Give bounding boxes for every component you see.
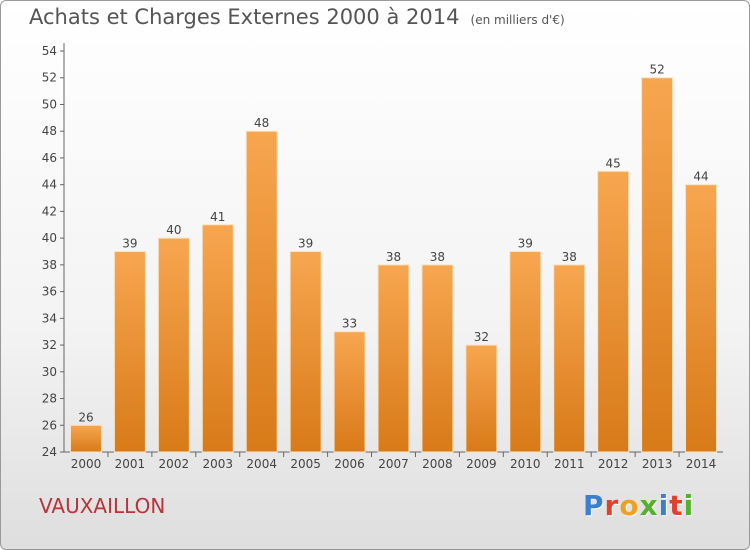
- logo-letter: x: [639, 489, 659, 522]
- x-tick-label: 2004: [246, 457, 277, 471]
- bar-value-label: 41: [210, 210, 225, 224]
- bar: [113, 251, 146, 453]
- chart-header: Achats et Charges Externes 2000 à 2014 (…: [29, 5, 565, 29]
- y-tick-label: 28: [42, 392, 57, 406]
- bar: [685, 184, 718, 453]
- y-tick-label: 46: [42, 151, 57, 165]
- chart-title: Achats et Charges Externes 2000 à 2014: [29, 5, 460, 29]
- x-tick-label: 2003: [202, 457, 233, 471]
- proxiti-logo: Proxiti: [583, 489, 694, 522]
- bar: [465, 344, 498, 453]
- logo-letter: i: [683, 489, 695, 522]
- x-tick-label: 2002: [159, 457, 190, 471]
- y-tick-label: 32: [42, 338, 57, 352]
- bar: [157, 237, 190, 453]
- logo-letter: o: [619, 489, 640, 522]
- y-tick-label: 26: [42, 418, 57, 432]
- x-tick-label: 2013: [642, 457, 673, 471]
- x-tick-label: 2006: [334, 457, 365, 471]
- bar-value-label: 48: [254, 116, 269, 130]
- bar: [201, 224, 234, 453]
- x-tick-label: 2010: [510, 457, 541, 471]
- commune-name: VAUXAILLON: [39, 494, 166, 518]
- logo-letter: P: [583, 489, 605, 522]
- x-tick-label: 2011: [554, 457, 585, 471]
- bar: [245, 130, 278, 453]
- bar-value-label: 39: [122, 237, 137, 251]
- x-tick-label: 2000: [71, 457, 102, 471]
- bar: [69, 424, 102, 453]
- y-tick-label: 48: [42, 124, 57, 138]
- bar-value-label: 40: [166, 223, 181, 237]
- bar: [289, 251, 322, 453]
- bar-value-label: 44: [693, 170, 708, 184]
- logo-letter: r: [604, 489, 620, 522]
- x-tick-label: 2001: [115, 457, 146, 471]
- bar-value-label: 39: [518, 237, 533, 251]
- chart-unit: (en milliers d'€): [470, 13, 565, 27]
- x-tick-label: 2007: [378, 457, 409, 471]
- y-tick-label: 34: [42, 311, 57, 325]
- bar: [421, 264, 454, 453]
- x-tick-label: 2009: [466, 457, 497, 471]
- y-tick-label: 36: [42, 285, 57, 299]
- bar-value-label: 26: [78, 410, 93, 424]
- bar-value-label: 32: [474, 330, 489, 344]
- y-tick-label: 42: [42, 204, 57, 218]
- bar-value-label: 38: [430, 250, 445, 264]
- x-tick-label: 2005: [290, 457, 321, 471]
- y-tick-label: 38: [42, 258, 57, 272]
- x-tick-label: 2014: [686, 457, 717, 471]
- x-tick-label: 2008: [422, 457, 453, 471]
- bar-value-label: 45: [606, 156, 621, 170]
- y-tick-label: 40: [42, 231, 57, 245]
- y-tick-label: 52: [42, 71, 57, 85]
- bar: [553, 264, 586, 453]
- logo-letter: t: [669, 489, 684, 522]
- logo-letter: i: [658, 489, 670, 522]
- bar: [377, 264, 410, 453]
- y-tick-label: 24: [42, 445, 57, 459]
- x-tick-label: 2012: [598, 457, 629, 471]
- y-tick-label: 30: [42, 365, 57, 379]
- bar: [597, 170, 630, 453]
- bar-value-label: 38: [562, 250, 577, 264]
- y-tick-label: 44: [42, 178, 57, 192]
- bar-value-label: 39: [298, 237, 313, 251]
- bar-value-label: 52: [649, 63, 664, 77]
- y-tick-label: 50: [42, 97, 57, 111]
- bar: [641, 77, 674, 453]
- bar-value-label: 38: [386, 250, 401, 264]
- bar: [509, 251, 542, 453]
- bar: [333, 331, 366, 453]
- bar-value-label: 33: [342, 317, 357, 331]
- y-tick-label: 54: [42, 44, 57, 58]
